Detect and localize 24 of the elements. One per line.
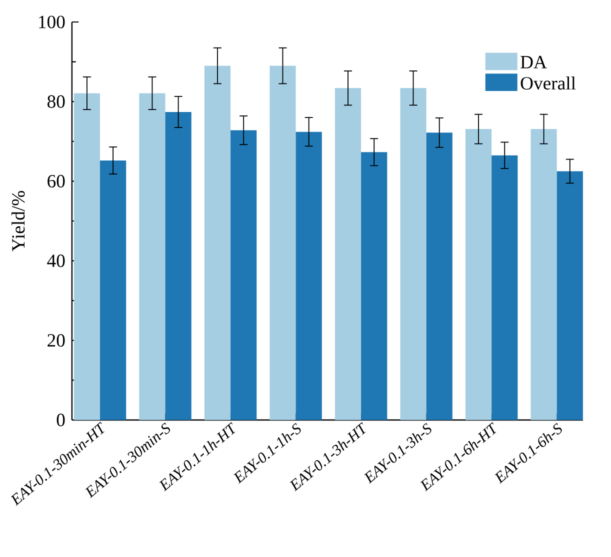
bar — [556, 171, 583, 420]
bar — [492, 155, 518, 420]
bar — [74, 93, 100, 420]
y-tick-label: 20 — [48, 334, 65, 347]
bar — [334, 88, 362, 420]
bar — [230, 130, 257, 420]
bar — [361, 152, 388, 420]
bar — [100, 160, 126, 420]
y-tick-label: 60 — [48, 174, 65, 188]
bar — [426, 132, 452, 420]
bar — [465, 129, 492, 420]
bar — [530, 129, 557, 420]
bar — [139, 93, 166, 420]
bar — [270, 66, 296, 420]
y-tick-label: 80 — [48, 95, 65, 108]
legend-label: Overall — [520, 76, 576, 90]
y-tick-label: 40 — [47, 254, 65, 268]
y-tick-label: 100 — [39, 16, 65, 28]
bar — [296, 132, 322, 420]
bar — [204, 66, 231, 420]
bar — [400, 88, 426, 420]
y-axis-title: Yield/% — [12, 191, 25, 252]
bar — [165, 112, 192, 420]
legend-label: DA — [520, 56, 547, 68]
